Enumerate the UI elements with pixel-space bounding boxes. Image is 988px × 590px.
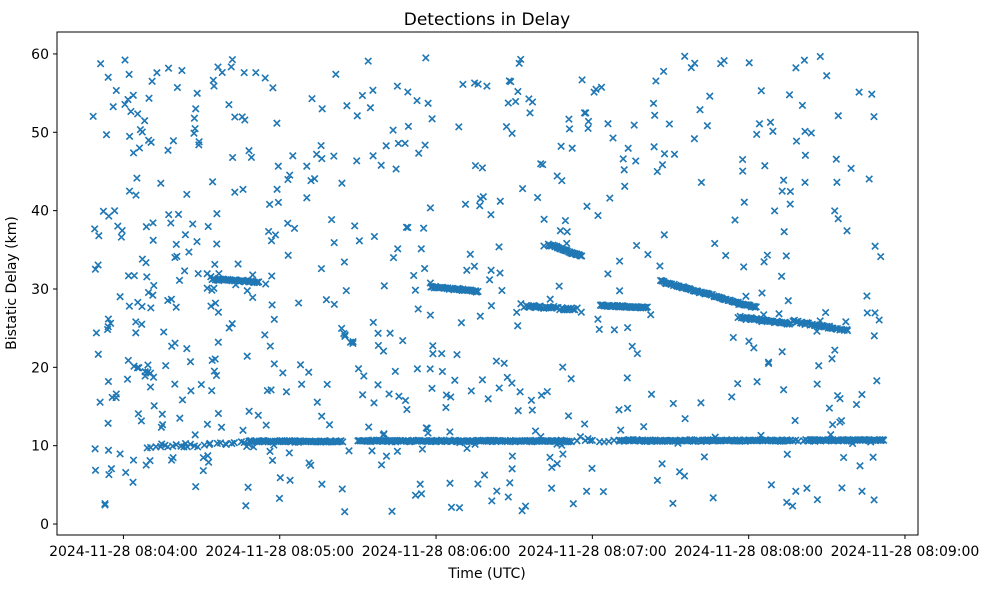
series-random-detections-left-dense — [89, 55, 283, 465]
series-descending-track-c — [789, 316, 852, 335]
series-band-10.6km-b — [354, 436, 573, 446]
y-tick-label: 60 — [31, 47, 49, 63]
series-descending-track-a — [656, 276, 760, 312]
y-tick-label: 40 — [31, 204, 49, 220]
series-track-31km — [208, 274, 263, 287]
x-tick-label: 2024-11-28 08:05:00 — [205, 544, 354, 560]
x-tick-label: 2024-11-28 08:06:00 — [362, 544, 511, 560]
plot-frame — [56, 31, 919, 536]
axes: 2024-11-28 08:04:00 2024-11-28 08:05:00 20… — [31, 31, 980, 560]
y-axis-label: Bistatic Delay (km) — [4, 216, 20, 350]
series-band-10.6km-d — [703, 436, 795, 446]
x-axis-label: Time (UTC) — [447, 566, 525, 582]
series-cluster-24km — [337, 324, 357, 348]
series-track-35km — [544, 240, 586, 260]
x-tick-label: 2024-11-28 08:08:00 — [674, 544, 823, 560]
series-band-10.6km-gap — [567, 436, 618, 446]
series-descending-track-b — [734, 312, 795, 328]
y-tick-label: 50 — [31, 125, 49, 141]
series-band-10.6km-e — [802, 435, 888, 445]
series-band-10.6km-onset — [143, 438, 253, 452]
chart-title: Detections in Delay — [404, 10, 571, 30]
series-band-10.6km-a — [245, 436, 347, 447]
y-tick-label: 20 — [31, 360, 49, 376]
y-tick-label: 30 — [31, 282, 49, 298]
series-track-30km — [427, 282, 482, 296]
detection-markers — [89, 52, 888, 516]
x-tick-label: 2024-11-28 08:07:00 — [518, 544, 667, 560]
y-tick-label: 0 — [40, 517, 49, 533]
y-tick-label: 10 — [31, 439, 49, 455]
series-cluster-20km — [124, 356, 158, 381]
series-random-detections — [90, 52, 885, 516]
x-tick-label: 2024-11-28 08:04:00 — [49, 544, 198, 560]
series-band-10.6km-c — [615, 435, 711, 446]
series-track-27.7km-b — [596, 301, 652, 312]
x-tick-label: 2024-11-28 08:09:00 — [831, 544, 980, 560]
series-track-27.7km-a — [520, 301, 581, 314]
